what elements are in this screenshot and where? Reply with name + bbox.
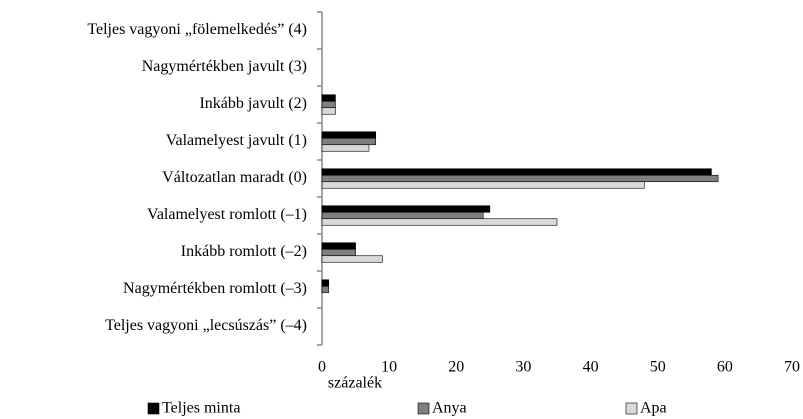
x-tick-label: 10 [381,359,397,376]
legend-swatch [625,402,638,415]
legend-swatch [147,402,160,415]
bar [321,285,330,294]
y-tick-label: Teljes vagyoni „lecsúszás” (–4) [105,317,307,334]
bar [321,168,712,176]
x-tick-label: 70 [784,359,800,376]
bar [321,131,377,139]
y-tick-label: Nagymértékben romlott (–3) [123,280,307,297]
legend-swatch [417,402,430,415]
bar [321,248,356,257]
x-tick-label: 30 [515,359,531,376]
x-tick-label: 50 [650,359,666,376]
y-tick-label: Változatlan maradt (0) [162,169,307,186]
bar [321,255,383,263]
y-tick-label: Valamelyest romlott (–1) [147,206,307,223]
bar [321,107,336,115]
x-tick-label: 40 [583,359,599,376]
y-tick-label: Inkább romlott (–2) [181,243,307,260]
bar [321,218,558,226]
bar [321,279,330,287]
legend-label: Anya [432,400,467,417]
bar [321,205,491,213]
x-tick-label: 20 [448,359,464,376]
bar [321,211,484,220]
x-tick-label: 0 [318,359,326,376]
y-tick-label: Valamelyest javult (1) [166,132,307,149]
legend-label: Teljes minta [162,400,240,417]
legend-label: Apa [640,400,667,417]
y-tick-label: Nagymértékben javult (3) [142,58,307,75]
bar [321,137,377,146]
bar [321,100,336,109]
bar [321,174,719,183]
bar [321,181,645,189]
x-axis-label: százalék [328,375,382,392]
y-tick-label: Teljes vagyoni „fölemelkedés” (4) [87,21,307,38]
bar [321,144,370,152]
bar [321,242,356,250]
y-tick-label: Inkább javult (2) [199,95,307,112]
bar [321,94,336,102]
x-tick-label: 60 [717,359,733,376]
